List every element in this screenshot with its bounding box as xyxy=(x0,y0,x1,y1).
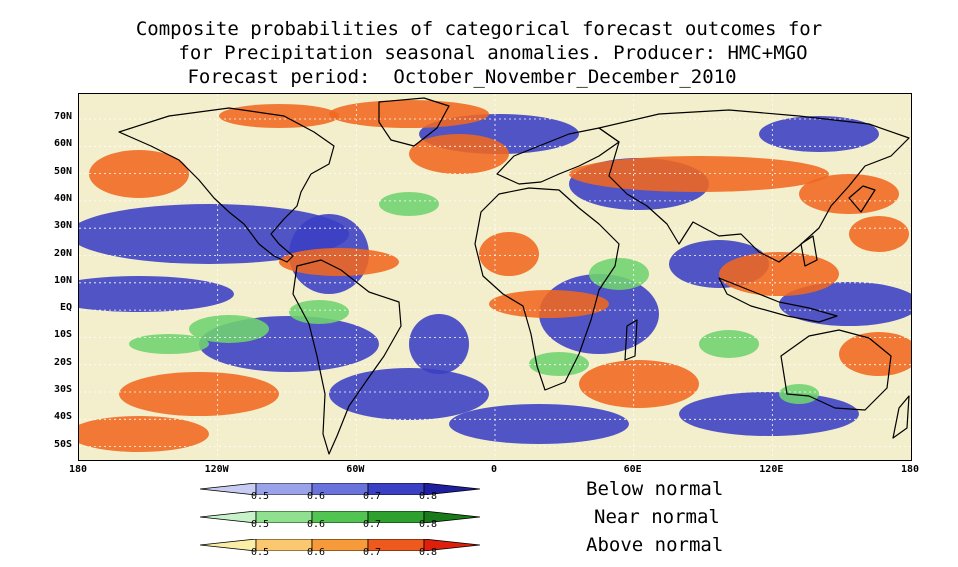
probability-region-below xyxy=(759,116,879,152)
coast-indonesia xyxy=(718,277,838,323)
legend-label: Near normal xyxy=(594,506,720,528)
legend-colorbar: 0.5 0.6 0.7 0.8 xyxy=(199,508,540,530)
lat-label: 60N xyxy=(53,138,72,150)
coast-north-america xyxy=(118,107,335,263)
legend-tick: 0.8 xyxy=(418,491,438,502)
coast-europe xyxy=(496,127,620,185)
probability-region-below xyxy=(79,276,234,312)
legend-tick: 0.7 xyxy=(362,547,382,558)
lat-label: 50S xyxy=(53,438,72,450)
probability-region-above xyxy=(719,252,839,296)
probability-region-above xyxy=(219,104,339,128)
probability-region-near xyxy=(589,258,649,290)
probability-region-below xyxy=(449,404,629,444)
lat-label: 30N xyxy=(53,220,72,232)
legend-tick: 0.6 xyxy=(306,491,326,502)
legend-swatch xyxy=(423,510,481,524)
probability-region-above xyxy=(279,248,399,276)
probability-region-above xyxy=(839,332,911,376)
probability-region-near xyxy=(379,192,439,216)
forecast-map xyxy=(78,93,912,461)
coast-south-america xyxy=(292,259,402,455)
probability-region-above xyxy=(329,100,489,128)
legend-label: Below normal xyxy=(586,478,724,500)
probability-region-near xyxy=(129,334,209,354)
lon-label: 180 xyxy=(900,464,920,475)
coast-madagascar xyxy=(624,319,638,361)
coast-africa xyxy=(474,187,620,391)
lon-label: 180 xyxy=(68,464,88,475)
legend-tick: 0.5 xyxy=(250,519,270,530)
legend-colorbar: 0.5 0.6 0.7 0.8 xyxy=(199,480,540,502)
coast-greenland xyxy=(378,97,450,147)
legend-swatch xyxy=(199,510,257,524)
legend-tick: 0.5 xyxy=(250,491,270,502)
coast-japan xyxy=(848,185,876,213)
probability-region-below xyxy=(329,368,489,420)
legend-tick: 0.6 xyxy=(306,547,326,558)
probability-region-above xyxy=(799,174,899,214)
legend-colorbar: 0.5 0.6 0.7 0.8 xyxy=(199,536,540,558)
lon-label: 120W xyxy=(204,464,229,475)
lat-label: 10S xyxy=(53,329,72,341)
legend-swatch xyxy=(199,538,257,552)
lat-label: 20N xyxy=(53,247,72,259)
legend-swatch xyxy=(199,482,257,496)
title-line-2: for Precipitation seasonal anomalies. Pr… xyxy=(178,42,808,64)
legend-swatch xyxy=(423,482,481,496)
coast-asia xyxy=(598,109,910,263)
probability-region-above xyxy=(479,232,539,276)
legend-tick: 0.7 xyxy=(362,491,382,502)
title-line-3: Forecast period: October_November_Decemb… xyxy=(187,66,737,88)
probability-region-near xyxy=(289,300,349,324)
coast-philippines xyxy=(800,235,818,267)
map-canvas xyxy=(79,94,911,460)
probability-region-above xyxy=(79,416,209,452)
probability-region-near xyxy=(779,384,819,404)
lat-label: 10N xyxy=(53,274,72,286)
lat-label: EQ xyxy=(59,302,72,314)
legend-tick: 0.8 xyxy=(418,519,438,530)
lon-label: 60W xyxy=(346,464,365,475)
probability-region-near xyxy=(699,330,759,358)
lat-label: 20S xyxy=(53,356,72,368)
legend-label: Above normal xyxy=(586,534,724,556)
coast-australia xyxy=(780,329,892,411)
probability-region-above xyxy=(489,290,609,318)
probability-region-above xyxy=(119,372,279,416)
coast-new-zealand xyxy=(892,395,910,439)
legend-tick: 0.5 xyxy=(250,547,270,558)
lon-label: 0 xyxy=(490,464,498,475)
lat-label: 70N xyxy=(53,111,72,122)
probability-region-above xyxy=(579,360,699,408)
lat-label: 40S xyxy=(53,411,72,423)
lon-label: 60E xyxy=(623,464,642,475)
legend-tick: 0.6 xyxy=(306,519,326,530)
legend-tick: 0.8 xyxy=(418,547,438,558)
probability-region-above xyxy=(409,134,509,174)
lon-label: 120E xyxy=(759,464,784,475)
probability-region-above xyxy=(849,216,909,252)
probability-region-below xyxy=(779,282,911,326)
probability-region-below xyxy=(679,392,859,436)
lat-label: 30S xyxy=(53,384,72,395)
lat-label: 50N xyxy=(53,165,72,177)
probability-region-below xyxy=(409,314,469,374)
legend-swatch xyxy=(423,538,481,552)
title-line-1: Composite probabilities of categorical f… xyxy=(135,18,823,40)
probability-region-near xyxy=(189,315,269,343)
probability-region-near xyxy=(529,352,589,376)
probability-region-below xyxy=(79,204,349,264)
legend-tick: 0.7 xyxy=(362,519,382,530)
lat-label: 40N xyxy=(53,192,72,204)
